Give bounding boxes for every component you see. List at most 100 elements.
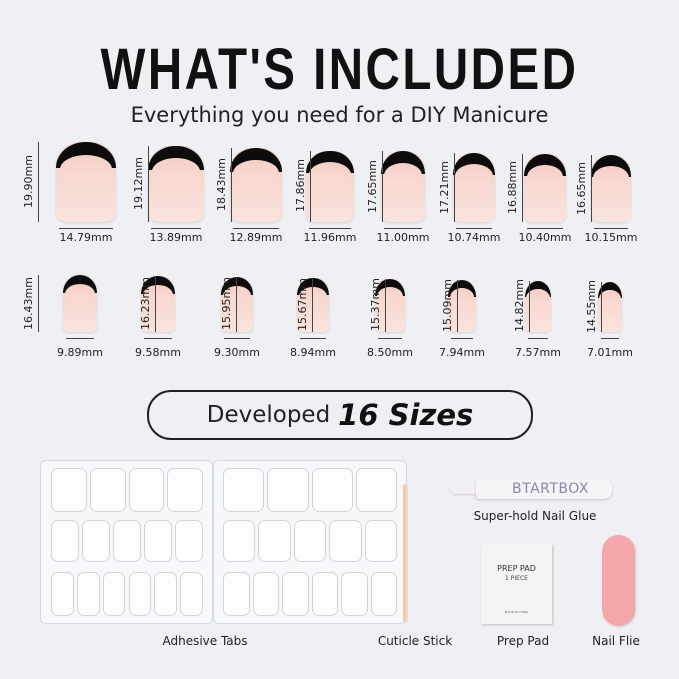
- press-on-nail: [306, 150, 354, 222]
- prep-pad-count: 1 PIECE: [505, 575, 528, 582]
- height-dimension-line: [38, 275, 39, 332]
- nail-height-label: 15.37mm: [369, 278, 382, 332]
- nail-glue-image: BTARTBOX: [450, 478, 612, 500]
- nail-height-label: 16.23mm: [139, 277, 152, 330]
- press-on-nail: [375, 278, 405, 332]
- cuticle-stick-label: Cuticle Stick: [377, 634, 453, 648]
- height-dimension-line: [231, 148, 232, 222]
- nail-width-label: 7.57mm: [515, 346, 561, 359]
- nail-height-label: 16.88mm: [506, 161, 519, 215]
- adhesive-tab: [258, 520, 291, 562]
- glue-brand: BTARTBOX: [512, 481, 589, 497]
- nail-height-label: 15.67mm: [296, 278, 309, 331]
- nail-height-label: 14.82mm: [513, 279, 526, 333]
- adhesive-tab: [128, 572, 152, 616]
- width-dimension-line: [65, 338, 95, 339]
- height-dimension-line: [529, 280, 530, 332]
- adhesive-tab: [329, 520, 362, 562]
- nail-width-label: 9.89mm: [57, 346, 103, 359]
- sizes-banner: Developed 16 Sizes: [147, 390, 533, 440]
- width-dimension-line: [223, 338, 251, 339]
- subtitle: Everything you need for a DIY Manicure: [130, 103, 549, 127]
- height-dimension-line: [310, 150, 311, 222]
- height-dimension-line: [148, 145, 149, 222]
- press-on-nail: [230, 148, 282, 222]
- prep-pad-origin: MADE IN CHINA: [504, 610, 529, 614]
- press-on-nail: [56, 142, 116, 222]
- adhesive-tab: [51, 520, 79, 562]
- nail-height-label: 16.43mm: [22, 276, 35, 330]
- width-dimension-line: [455, 228, 493, 229]
- nail-height-label: 19.90mm: [22, 155, 35, 209]
- adhesive-tab: [144, 520, 172, 562]
- adhesive-tab: [341, 572, 368, 616]
- nail-width-label: 10.15mm: [584, 231, 638, 244]
- adhesive-tab: [82, 520, 110, 562]
- adhesive-tab: [76, 572, 100, 616]
- width-dimension-line: [384, 228, 422, 229]
- adhesive-tab: [102, 572, 126, 616]
- prep-pad-title: PREP PAD: [497, 564, 536, 573]
- adhesive-tab: [252, 572, 279, 616]
- press-on-nail: [381, 151, 425, 222]
- press-on-nail: [452, 153, 496, 222]
- adhesive-tab: [267, 468, 309, 512]
- adhesive-tab: [154, 572, 178, 616]
- height-dimension-line: [312, 277, 313, 332]
- width-dimension-line: [527, 338, 549, 339]
- nail-width-label: 11.00mm: [376, 231, 430, 244]
- height-dimension-line: [38, 142, 39, 222]
- adhesive-tab: [355, 468, 397, 512]
- height-dimension-line: [522, 154, 523, 222]
- adhesive-tab: [364, 520, 397, 562]
- height-dimension-line: [591, 155, 592, 222]
- adhesive-tab: [223, 520, 256, 562]
- nail-height-label: 15.09mm: [441, 279, 454, 332]
- nail-width-label: 9.30mm: [214, 346, 260, 359]
- adhesive-tabs-label: Adhesive Tabs: [162, 634, 248, 648]
- nail-height-label: 17.65mm: [366, 159, 379, 213]
- width-dimension-line: [233, 228, 279, 229]
- width-dimension-line: [527, 228, 563, 229]
- height-dimension-line: [454, 153, 455, 222]
- width-dimension-line: [600, 338, 620, 339]
- height-dimension-line: [457, 279, 458, 332]
- adhesive-tab: [51, 468, 87, 512]
- nail-width-label: 7.01mm: [587, 346, 633, 359]
- nail-height-label: 15.95mm: [220, 277, 233, 331]
- nail-width-label: 7.94mm: [439, 346, 485, 359]
- nail-height-label: 14.55mm: [585, 279, 598, 333]
- nail-width-label: 10.40mm: [518, 231, 572, 244]
- nail-width-label: 14.79mm: [59, 231, 113, 244]
- press-on-nail: [148, 145, 204, 222]
- width-dimension-line: [593, 228, 629, 229]
- nail-height-label: 16.65mm: [575, 161, 588, 215]
- banner-highlight: 16 Sizes: [338, 398, 474, 432]
- height-dimension-line: [385, 278, 386, 332]
- adhesive-tab: [175, 520, 203, 562]
- press-on-nail: [590, 155, 632, 222]
- nail-height-label: 19.12mm: [132, 156, 145, 210]
- nail-width-label: 10.74mm: [447, 231, 501, 244]
- width-dimension-line: [144, 338, 172, 339]
- press-on-nail: [141, 276, 175, 332]
- adhesive-tab: [128, 468, 165, 512]
- prep-pad-image: PREP PAD 1 PIECE MADE IN CHINA: [481, 544, 552, 624]
- page-title: WHAT'S INCLUDED: [100, 37, 579, 102]
- nail-width-label: 13.89mm: [149, 231, 203, 244]
- adhesive-tab: [167, 468, 203, 512]
- adhesive-tab: [180, 572, 203, 616]
- nail-file-label: Nail Flie: [592, 634, 640, 648]
- width-dimension-line: [151, 228, 201, 229]
- width-dimension-line: [300, 338, 326, 339]
- nail-width-label: 11.96mm: [303, 231, 357, 244]
- nail-glue-label: Super-hold Nail Glue: [473, 509, 597, 523]
- adhesive-tab: [282, 572, 309, 616]
- adhesive-tab: [293, 520, 327, 562]
- adhesive-tab: [311, 468, 353, 512]
- adhesive-tab: [370, 572, 397, 616]
- adhesive-tab: [89, 468, 126, 512]
- adhesive-tab: [51, 572, 74, 616]
- nail-width-label: 8.50mm: [367, 346, 413, 359]
- width-dimension-line: [451, 338, 473, 339]
